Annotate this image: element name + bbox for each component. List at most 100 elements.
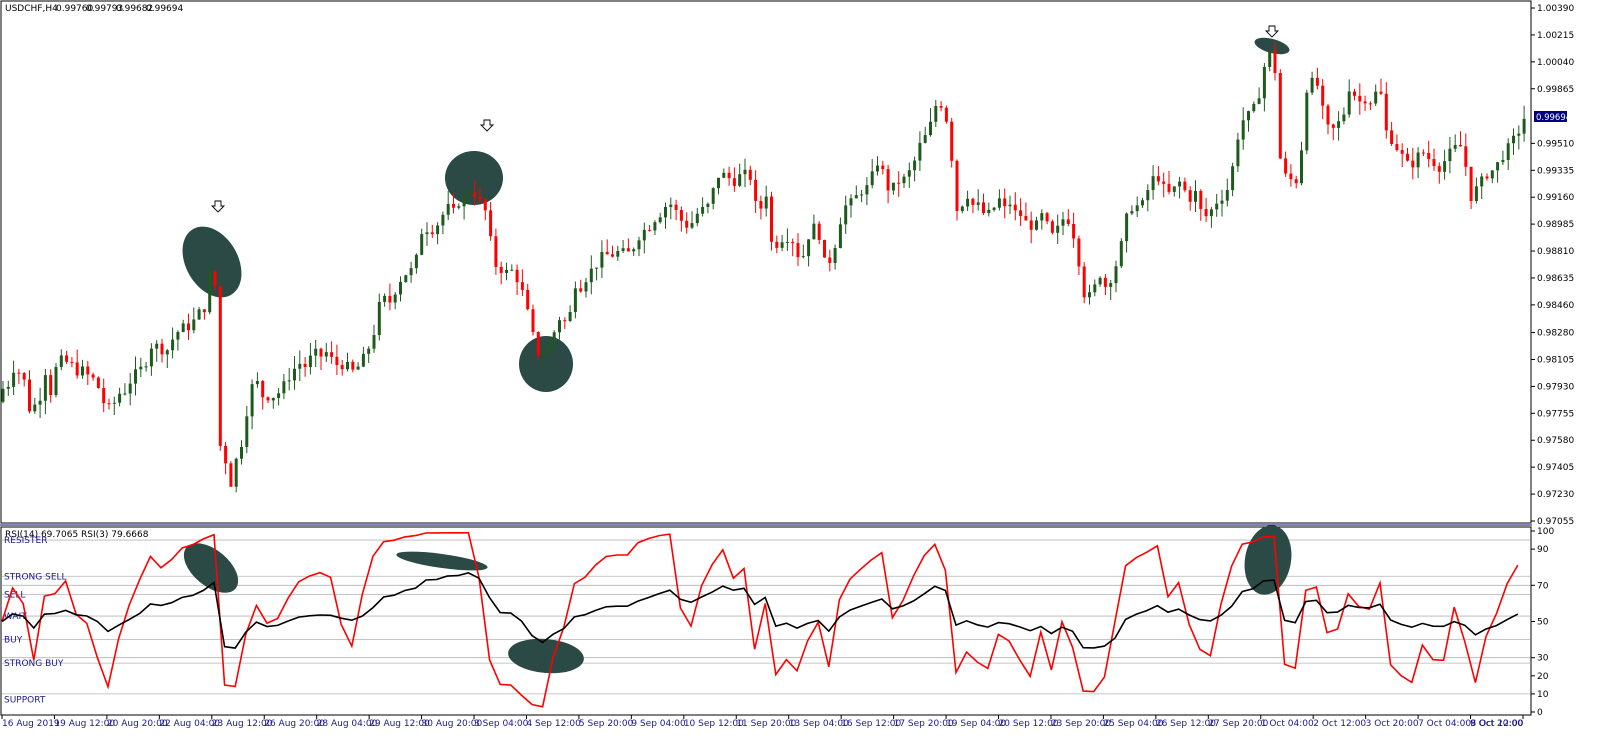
candle-body	[494, 236, 498, 267]
price-tick-label: 0.99865	[1537, 85, 1574, 95]
candle-body	[1066, 219, 1070, 224]
price-highlight-ellipse	[519, 336, 573, 392]
time-tick-label: 4 Sep 12:00	[526, 719, 581, 729]
candle-body	[785, 241, 789, 243]
candle-body	[1236, 139, 1240, 167]
current-price-label: 0.99694	[1536, 113, 1571, 123]
candle-body	[1278, 73, 1282, 159]
candle-body	[12, 372, 16, 387]
price-tick-label: 0.97230	[1537, 490, 1574, 500]
candle-body	[70, 361, 74, 363]
down-arrow-icon	[210, 200, 226, 213]
time-tick-label: 20 Aug 20:00	[107, 719, 168, 729]
candle-body	[770, 196, 773, 242]
candle-body	[176, 331, 180, 340]
time-tick-label: 16 Sep 12:00	[841, 719, 901, 729]
candle-body	[404, 275, 408, 282]
candle-body	[611, 254, 614, 257]
candle-body	[743, 169, 747, 175]
candle-body	[1379, 91, 1383, 94]
candle-body	[1358, 95, 1362, 102]
candle-body	[139, 366, 143, 370]
candle-body	[796, 243, 800, 258]
rsi3-line	[1, 532, 1519, 708]
time-tick-label: 8 Oct 12:00	[1471, 719, 1524, 729]
candle-body	[1395, 144, 1399, 151]
candle-body	[1215, 203, 1219, 210]
candle-body	[1257, 98, 1261, 104]
candle-body	[351, 361, 355, 370]
candle-body	[213, 271, 217, 287]
candle-body	[1294, 179, 1298, 184]
candle-body	[1289, 173, 1293, 180]
candle-body	[425, 232, 429, 235]
candle-body	[1093, 284, 1097, 293]
candle-body	[727, 172, 731, 179]
time-tick-label: 25 Sep 04:00	[1103, 719, 1163, 729]
candle-body	[187, 323, 190, 331]
candle-body	[245, 416, 249, 447]
candle-body	[144, 366, 148, 368]
candle-body	[939, 105, 943, 108]
ohlc-readout: 0.99760 0.99793 0.99682 0.99694	[56, 4, 183, 14]
candle-body	[86, 366, 90, 375]
candle-body	[1199, 190, 1203, 209]
candlestick-series	[1, 42, 1526, 493]
candle-body	[102, 388, 106, 404]
candle-body	[807, 239, 811, 257]
candle-body	[409, 268, 413, 276]
candle-body	[526, 289, 530, 310]
time-tick-label: 23 Sep 20:00	[1051, 719, 1111, 729]
candle-body	[1225, 190, 1229, 201]
candle-body	[420, 234, 424, 255]
candle-body	[759, 200, 763, 209]
candle-body	[695, 213, 699, 224]
down-arrow-icon	[479, 119, 495, 132]
candle-body	[558, 320, 561, 333]
candle-body	[1183, 181, 1187, 191]
rsi-tick-label: 90	[1537, 545, 1549, 555]
candle-body	[1008, 204, 1012, 207]
candle-body	[918, 142, 922, 161]
candle-body	[913, 160, 917, 171]
candle-body	[547, 345, 551, 356]
candle-body	[1167, 183, 1171, 192]
candle-body	[81, 366, 84, 376]
candle-body	[923, 135, 927, 143]
time-tick-label: 30 Aug 20:00	[422, 719, 483, 729]
candle-body	[536, 332, 540, 356]
candle-body	[881, 165, 885, 170]
candle-body	[701, 206, 705, 214]
candle-body	[960, 206, 964, 211]
rsi-level-label: WAIT	[4, 612, 27, 622]
candle-body	[277, 393, 281, 398]
candle-body	[266, 397, 270, 401]
price-tick-label: 0.98985	[1537, 220, 1574, 230]
candle-body	[531, 309, 535, 333]
candle-body	[467, 192, 471, 196]
price-highlight-ellipse	[1254, 37, 1290, 55]
candle-body	[1103, 277, 1107, 287]
rsi-level-label: SELL	[4, 590, 25, 600]
time-tick-label: 9 Sep 04:00	[631, 719, 686, 729]
candle-body	[897, 182, 901, 184]
candle-body	[679, 209, 683, 221]
candle-body	[1029, 220, 1033, 230]
candle-body	[870, 171, 874, 186]
candle-body	[589, 268, 593, 283]
candle-body	[149, 348, 153, 367]
candle-body	[1088, 292, 1091, 298]
candle-body	[717, 177, 720, 189]
time-tick-label: 27 Sep 20:00	[1208, 719, 1268, 729]
candle-body	[1363, 101, 1367, 104]
candle-body	[436, 225, 440, 235]
candle-body	[1077, 238, 1081, 267]
candle-body	[240, 446, 243, 459]
candle-body	[1194, 190, 1197, 202]
candle-body	[1469, 166, 1473, 201]
candle-body	[1130, 211, 1134, 214]
rsi-tick-label: 20	[1537, 672, 1549, 682]
candle-body	[430, 232, 434, 235]
time-tick-label: 13 Sep 04:00	[789, 719, 849, 729]
